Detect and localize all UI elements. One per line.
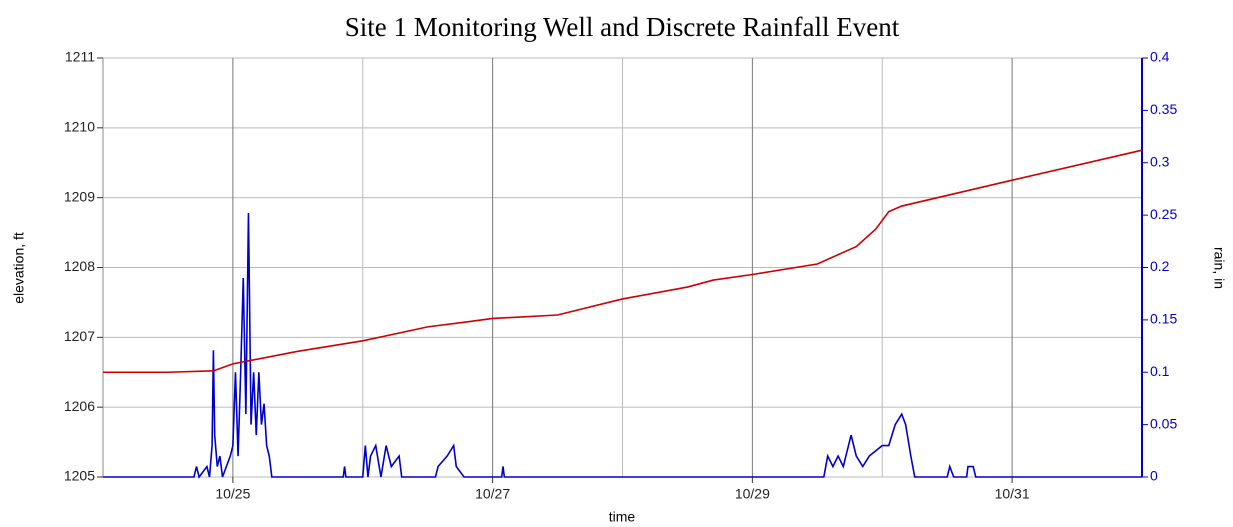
y-tick-label: 1208 [64, 258, 95, 274]
x-tick-label: 10/29 [735, 486, 770, 502]
y-tick-label: 1207 [64, 328, 95, 344]
y-tick-label: 1211 [65, 49, 95, 65]
y2-tick-label: 0.35 [1150, 101, 1177, 117]
y2-tick-label: 0.15 [1150, 311, 1177, 327]
y2-tick-label: 0.05 [1150, 415, 1177, 431]
y-tick-label: 1205 [64, 468, 95, 484]
y2-tick-label: 0.3 [1150, 153, 1170, 169]
y2-tick-label: 0.4 [1150, 49, 1170, 65]
y-tick-label: 1210 [64, 119, 95, 135]
series-line [103, 149, 1143, 374]
y2-tick-label: 0.1 [1150, 363, 1170, 379]
series-line [103, 213, 1142, 479]
x-tick-label: 10/27 [475, 486, 510, 502]
y2-tick-label: 0.2 [1150, 258, 1170, 274]
x-tick-label: 10/31 [995, 486, 1030, 502]
y2-tick-label: 0 [1150, 468, 1158, 484]
x-axis-label: time [609, 509, 636, 525]
y2-axis-label: rain, in [1211, 247, 1227, 289]
y-tick-label: 1206 [64, 398, 95, 414]
y2-tick-label: 0.25 [1150, 206, 1177, 222]
x-tick-label: 10/25 [215, 486, 250, 502]
y-axis-label: elevation, ft [11, 232, 27, 304]
y-tick-label: 1209 [64, 188, 95, 204]
chart-title: Site 1 Monitoring Well and Discrete Rain… [345, 12, 900, 42]
